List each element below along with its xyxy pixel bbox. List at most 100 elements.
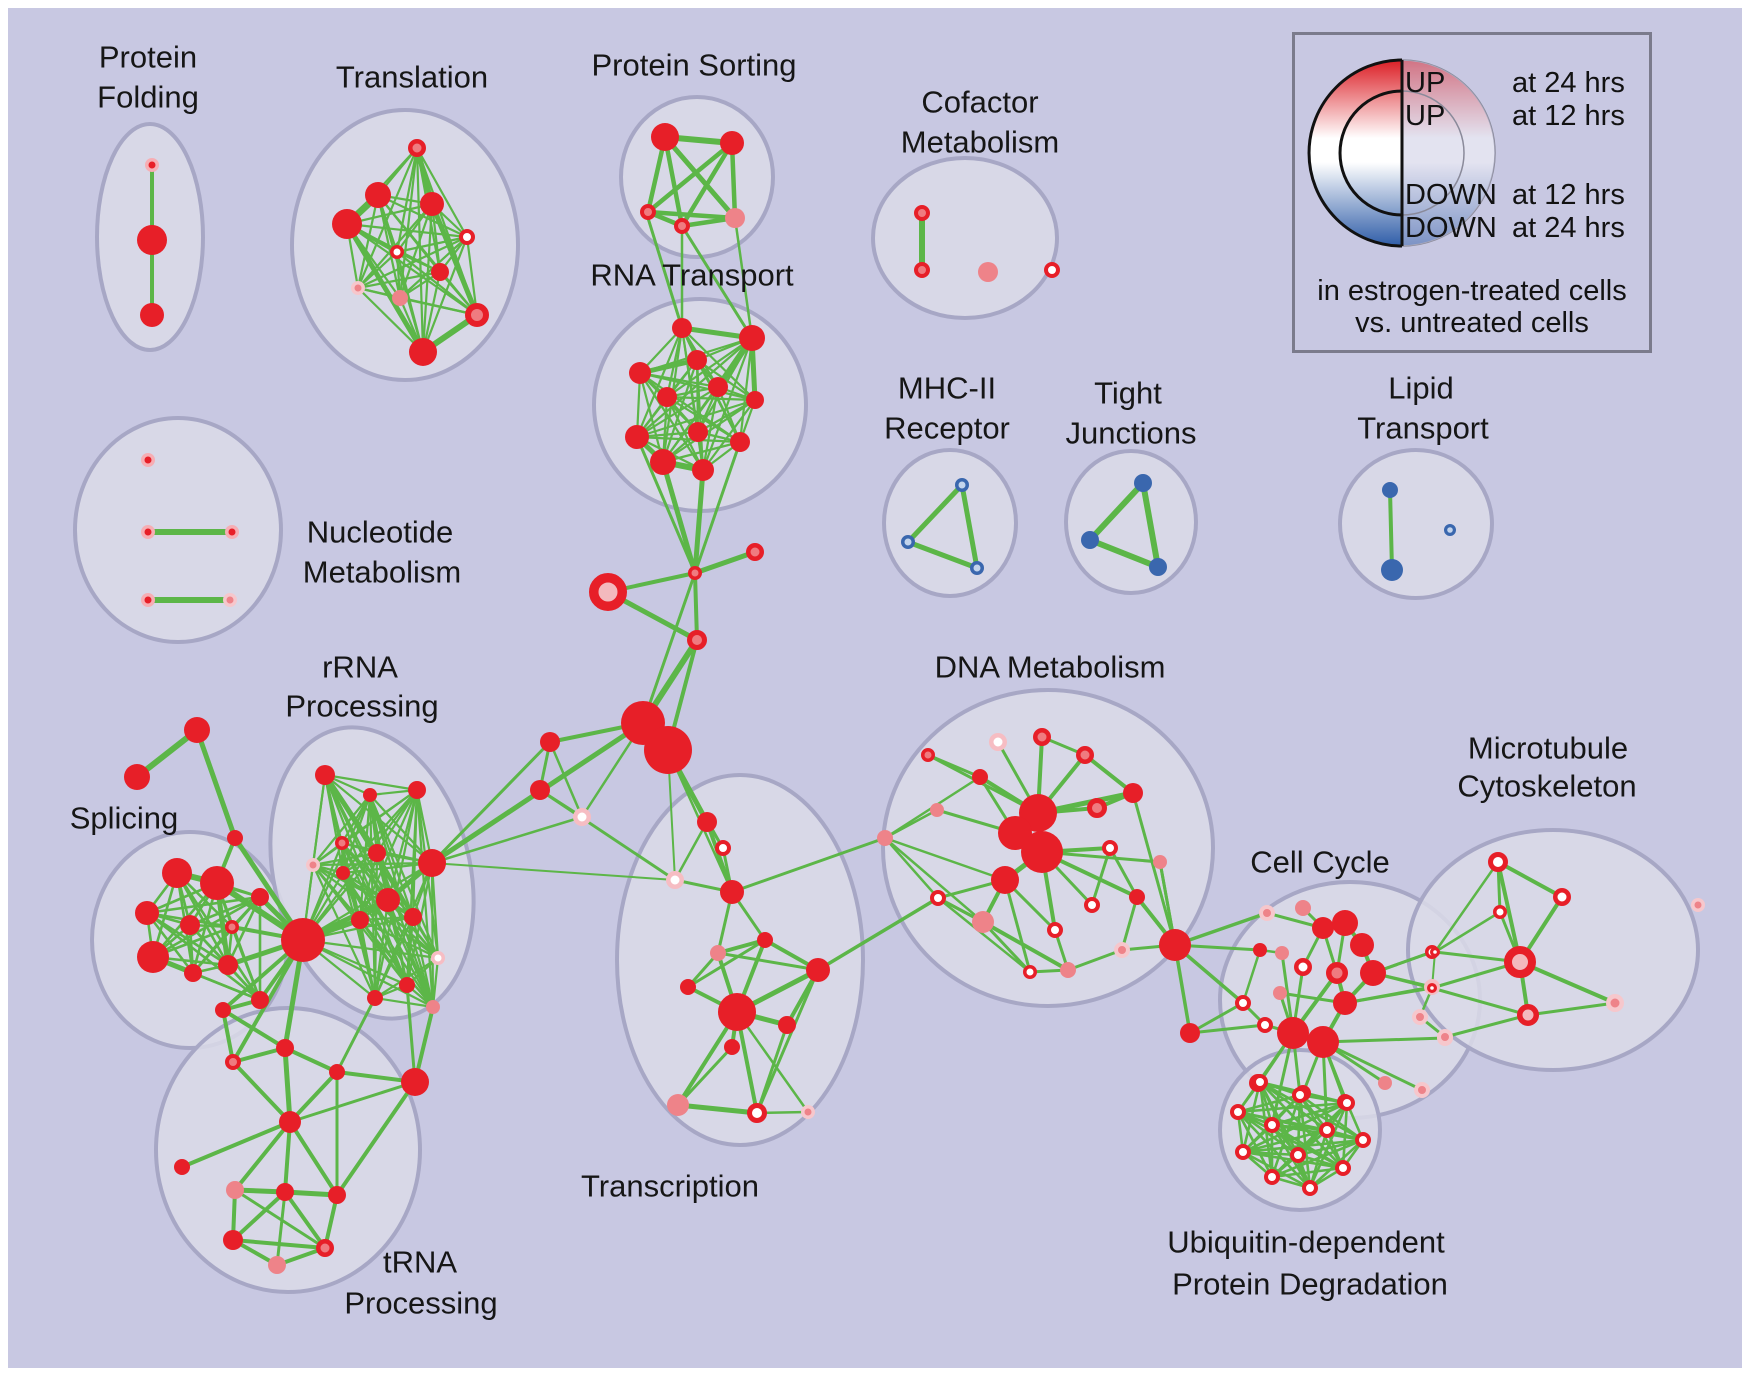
- network-node: [408, 781, 426, 799]
- network-node: [747, 1103, 767, 1123]
- network-node: [1504, 946, 1536, 978]
- cluster-label: DNA Metabolism: [935, 650, 1166, 685]
- network-node: [1114, 942, 1130, 958]
- network-edge: [981, 920, 1032, 974]
- network-edge: [405, 915, 415, 987]
- network-edge: [1270, 1138, 1365, 1179]
- network-edge: [755, 968, 820, 1115]
- network-edge: [356, 146, 419, 290]
- network-node: [225, 1054, 241, 1070]
- network-node: [1350, 933, 1374, 957]
- cluster-label: Splicing: [70, 801, 179, 836]
- network-node: [901, 535, 915, 549]
- cluster-label: Metabolism: [303, 555, 462, 590]
- network-node: [399, 977, 415, 993]
- network-edge: [635, 435, 697, 575]
- network-edge: [335, 1080, 417, 1197]
- network-node: [625, 425, 649, 449]
- legend-note: vs. untreated cells: [1355, 307, 1589, 339]
- network-node: [757, 932, 773, 948]
- network-edge: [1443, 1013, 1530, 1039]
- network-node: [215, 1002, 231, 1018]
- network-node: [1087, 798, 1107, 818]
- network-node: [806, 958, 830, 982]
- network-node: [1235, 1144, 1251, 1160]
- network-edge: [905, 482, 965, 545]
- network-edge: [1241, 1150, 1312, 1190]
- network-node: [1235, 995, 1251, 1011]
- network-edge: [415, 146, 425, 354]
- network-node: [589, 573, 627, 611]
- network-edge: [301, 938, 440, 960]
- network-node: [227, 830, 243, 846]
- network-node: [465, 303, 489, 327]
- network-edge: [231, 1060, 292, 1124]
- network-node: [1180, 1023, 1200, 1043]
- network-edge: [1430, 986, 1530, 1017]
- cluster-label: Protein Sorting: [591, 48, 796, 83]
- network-edge: [431, 862, 676, 881]
- network-edge: [548, 740, 584, 819]
- network-node: [335, 836, 349, 850]
- network-edge: [1296, 1138, 1365, 1157]
- network-edge: [1236, 1110, 1274, 1179]
- network-edge: [356, 286, 425, 354]
- network-node: [418, 849, 446, 877]
- network-node: [730, 432, 750, 452]
- network-edge: [191, 971, 262, 1002]
- network-node: [629, 362, 651, 384]
- network-node: [251, 991, 269, 1009]
- network-edge: [275, 1190, 287, 1267]
- cluster-label: Protein Degradation: [1172, 1267, 1448, 1302]
- network-node: [141, 525, 155, 539]
- network-edge: [936, 896, 1032, 974]
- cluster-label: tRNA: [383, 1245, 457, 1280]
- network-node: [1081, 531, 1099, 549]
- legend-time: at 24 hrs: [1512, 67, 1625, 99]
- cluster-label: Transcription: [581, 1169, 759, 1204]
- cluster-transcription: [615, 773, 865, 1147]
- network-edge: [641, 571, 697, 725]
- network-node: [329, 1064, 345, 1080]
- network-edge: [194, 727, 238, 841]
- network-edge: [1090, 846, 1112, 907]
- network-edge: [311, 861, 434, 867]
- network-edge: [884, 809, 938, 839]
- network-edge: [733, 216, 754, 340]
- network-edge: [1173, 911, 1269, 947]
- network-edge: [693, 440, 742, 575]
- network-node: [1517, 1004, 1539, 1026]
- network-node: [715, 840, 731, 856]
- network-node: [1253, 943, 1267, 957]
- cluster-lipid-transport: [1338, 448, 1494, 600]
- network-edge: [1433, 860, 1500, 954]
- network-edge: [1236, 1101, 1349, 1114]
- network-edge: [356, 270, 442, 290]
- network-edge: [635, 336, 754, 439]
- network-edge: [283, 1046, 339, 1074]
- network-edge: [180, 1120, 292, 1169]
- network-node: [1033, 728, 1051, 746]
- network-node: [174, 1159, 190, 1175]
- network-node: [1488, 852, 1508, 872]
- network-node: [363, 788, 377, 802]
- network-edge: [692, 549, 758, 576]
- network-node: [1129, 889, 1145, 905]
- network-edge: [926, 753, 982, 779]
- network-edge: [398, 296, 479, 317]
- network-edge: [288, 1080, 417, 1124]
- network-node: [998, 816, 1032, 850]
- network-node: [145, 158, 159, 172]
- cluster-label: Protein: [99, 40, 197, 75]
- network-node: [1019, 794, 1057, 832]
- network-edge: [430, 740, 552, 865]
- network-node: [1292, 1087, 1308, 1103]
- network-edge: [341, 861, 434, 875]
- network-node: [1326, 962, 1348, 984]
- network-node: [930, 803, 944, 817]
- network-node: [268, 1256, 286, 1274]
- network-node: [720, 880, 744, 904]
- network-edge: [662, 134, 685, 229]
- network-node: [725, 208, 745, 228]
- network-edge: [738, 336, 754, 444]
